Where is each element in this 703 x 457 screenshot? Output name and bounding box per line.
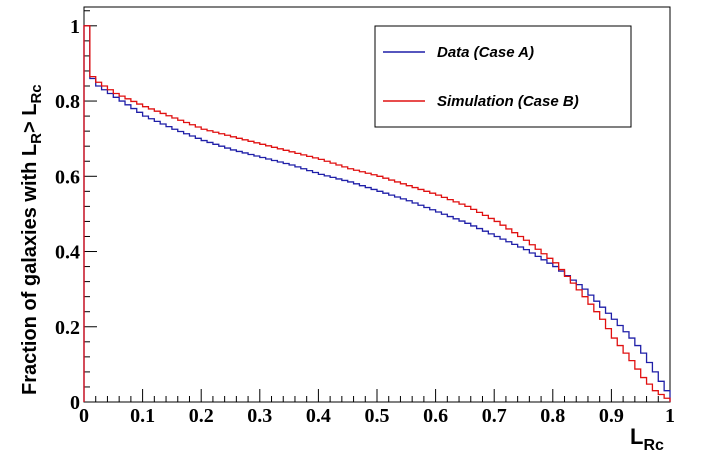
y-tick-label: 1 xyxy=(70,16,80,38)
legend-box xyxy=(374,25,632,128)
tick-labels-group: 0 0.1 0.2 0.3 0.4 0.5 0.6 0.7 0.8 0.9 1 0 0.2 0.4 0.6 0… xyxy=(55,16,675,427)
x-tick-label: 0.4 xyxy=(306,405,331,427)
legend-label-simulation: Simulation (Case B) xyxy=(437,93,579,110)
x-tick-label: 0.8 xyxy=(540,405,565,427)
x-axis-title: LRc xyxy=(630,424,664,454)
series-line-simulation xyxy=(83,25,671,402)
x-tick-label: 0.3 xyxy=(247,405,272,427)
legend: Data (Case A) Simulation (Case B) xyxy=(374,25,632,128)
y-tick-label: 0.6 xyxy=(55,166,80,188)
x-tick-label: 0.1 xyxy=(130,405,155,427)
axis-ticks-group xyxy=(83,10,671,403)
x-tick-label: 0.9 xyxy=(599,405,624,427)
series-line-data xyxy=(83,25,671,402)
x-tick-label: 0 xyxy=(79,405,89,427)
x-tick-label: 0.6 xyxy=(423,405,448,427)
legend-label-data: Data (Case A) xyxy=(437,44,534,61)
x-tick-label: 1 xyxy=(665,405,675,427)
y-tick-label: 0.8 xyxy=(55,91,80,113)
y-tick-label: 0.4 xyxy=(55,242,80,264)
y-axis-title: Fraction of galaxies with LR> LRc xyxy=(19,84,45,395)
y-tick-label: 0.2 xyxy=(55,317,80,339)
series-group xyxy=(83,25,671,402)
x-tick-label: 0.2 xyxy=(189,405,214,427)
x-tick-label: 0.7 xyxy=(482,405,507,427)
x-tick-label: 0.5 xyxy=(365,405,390,427)
y-tick-label: 0 xyxy=(70,392,80,414)
